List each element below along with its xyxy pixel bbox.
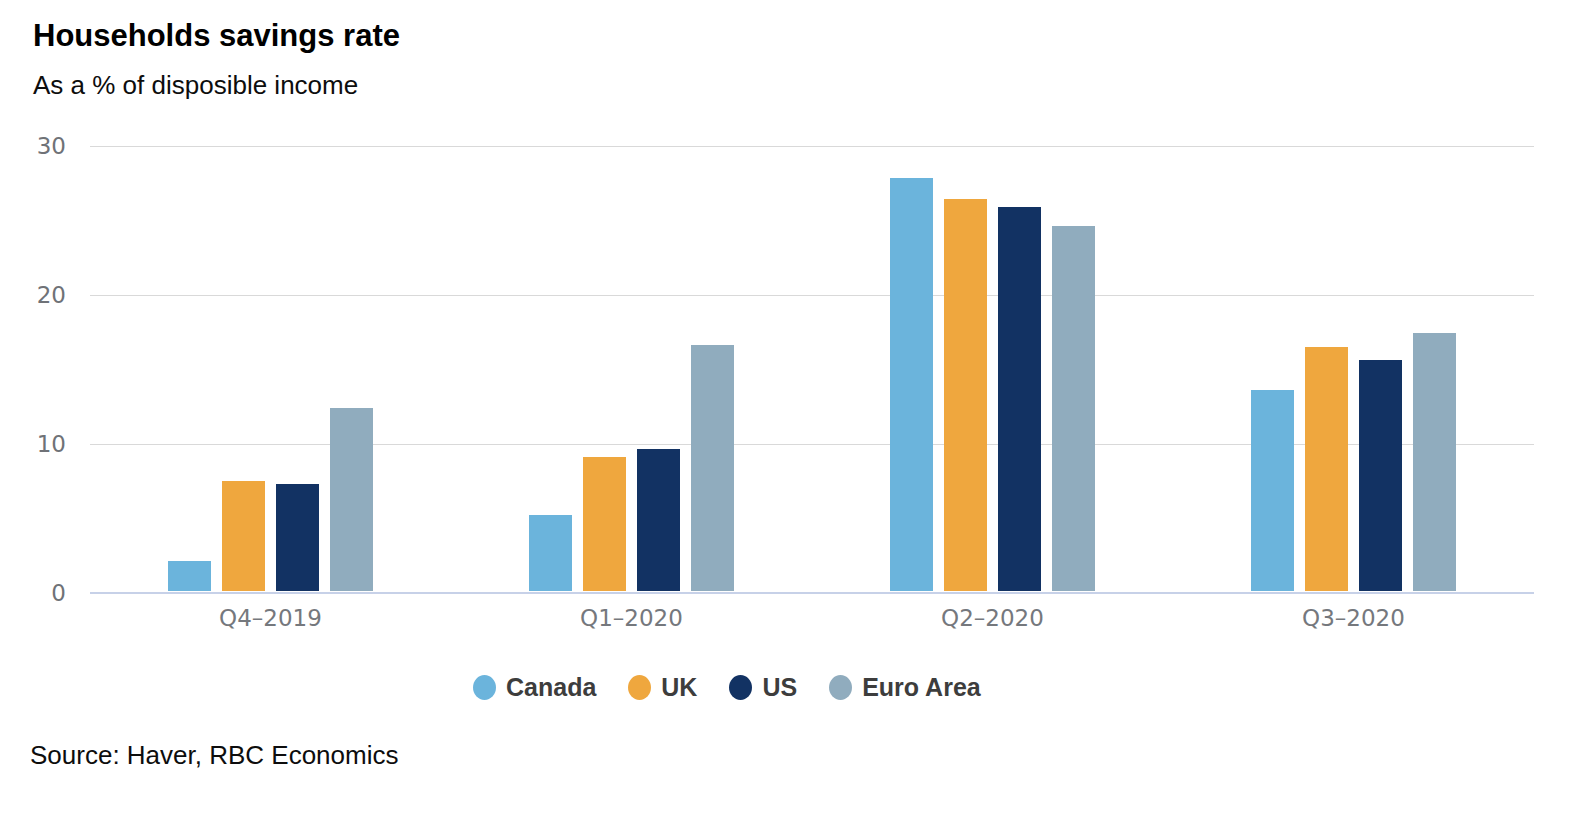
legend-swatch-icon <box>628 675 651 700</box>
x-axis-category-label: Q4–2019 <box>90 605 451 631</box>
x-axis-category-label: Q2–2020 <box>812 605 1173 631</box>
bar-euro-area-q2-2020 <box>1052 226 1095 591</box>
legend-swatch-icon <box>473 675 496 700</box>
chart-subtitle: As a % of disposible income <box>33 70 358 101</box>
legend-label: UK <box>661 673 697 702</box>
y-axis-tick-label: 0 <box>10 582 66 605</box>
source-note: Source: Haver, RBC Economics <box>30 740 398 771</box>
bar-us-q3-2020 <box>1359 360 1402 591</box>
x-axis-baseline <box>90 592 1534 594</box>
bar-canada-q4-2019 <box>168 561 211 591</box>
legend-item-uk: UK <box>628 673 697 702</box>
legend-item-euro-area: Euro Area <box>829 673 981 702</box>
bar-uk-q3-2020 <box>1305 347 1348 591</box>
bar-us-q4-2019 <box>276 484 319 591</box>
bar-canada-q2-2020 <box>890 178 933 591</box>
bar-euro-area-q4-2019 <box>330 408 373 591</box>
bar-euro-area-q3-2020 <box>1413 333 1456 591</box>
legend-swatch-icon <box>729 675 752 700</box>
x-axis-category-label: Q1–2020 <box>451 605 812 631</box>
legend-label: Canada <box>506 673 596 702</box>
legend: Canada UK US Euro Area <box>473 669 981 705</box>
bar-uk-q1-2020 <box>583 457 626 591</box>
x-axis-category-label: Q3–2020 <box>1173 605 1534 631</box>
chart-canvas: Households savings rate As a % of dispos… <box>0 0 1576 818</box>
y-axis-tick-label: 30 <box>10 135 66 158</box>
legend-label: Euro Area <box>862 673 981 702</box>
bar-us-q2-2020 <box>998 207 1041 591</box>
bar-canada-q1-2020 <box>529 515 572 591</box>
bar-uk-q2-2020 <box>944 199 987 591</box>
chart-title: Households savings rate <box>33 18 400 54</box>
bar-uk-q4-2019 <box>222 481 265 591</box>
plot-area <box>90 146 1534 593</box>
legend-label: US <box>762 673 797 702</box>
y-axis-tick-label: 20 <box>10 284 66 307</box>
gridline <box>90 295 1534 296</box>
legend-swatch-icon <box>829 675 852 700</box>
gridline <box>90 146 1534 147</box>
legend-item-canada: Canada <box>473 673 596 702</box>
y-axis-tick-label: 10 <box>10 433 66 456</box>
legend-item-us: US <box>729 673 797 702</box>
bar-euro-area-q1-2020 <box>691 345 734 591</box>
bar-canada-q3-2020 <box>1251 390 1294 591</box>
bar-us-q1-2020 <box>637 449 680 591</box>
